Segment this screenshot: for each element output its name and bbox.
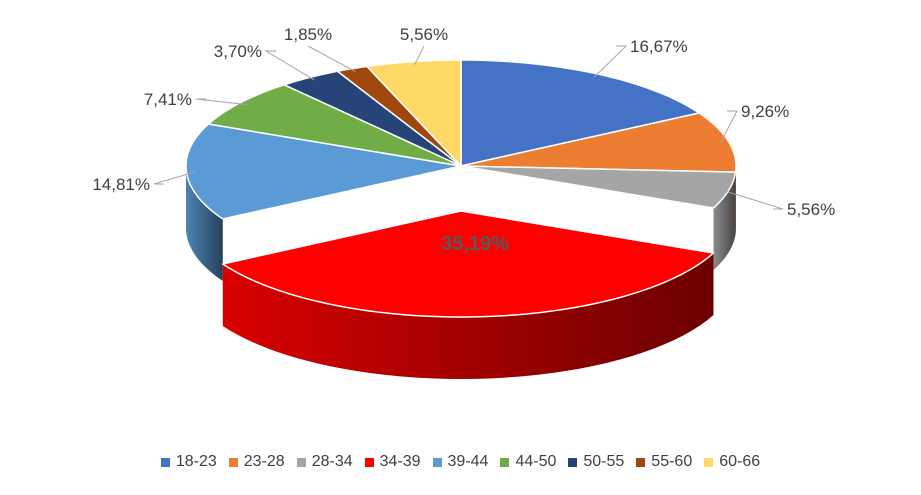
pie-slice-28-34 [460,165,737,209]
legend-swatch [160,457,170,467]
legend-item-39-44: 39-44 [432,453,489,471]
pie-wall-34-39 [222,253,714,379]
pie-slice-60-66 [366,59,462,167]
pie-wall-39-44 [186,166,223,281]
pie-slice-44-50 [207,84,462,167]
legend-swatch [500,457,510,467]
leader-line-55-60 [307,45,356,73]
data-label-39-44: 14,81% [92,175,150,194]
pie-slice-23-28 [460,112,737,173]
legend-label: 55-60 [651,453,693,470]
legend-swatch [228,457,238,467]
legend-label: 39-44 [447,453,489,470]
leader-line-23-28 [720,110,738,143]
leader-line-60-66 [414,45,425,65]
legend-item-28-34: 28-34 [296,453,353,471]
pie-wall-28-34 [713,172,736,271]
data-label-34-39: 35,19% [441,233,509,255]
legend-item-18-23: 18-23 [160,453,217,471]
pie-top-faces [185,59,737,318]
pie-side-walls [186,166,736,379]
legend-label: 23-28 [243,453,285,470]
pie-slice-34-39 [222,210,715,318]
leader-line-50-55 [264,50,315,81]
legend-swatch [704,457,714,467]
legend-swatch [432,457,442,467]
leader-line-44-50 [195,98,248,106]
pie-slice-39-44 [185,123,462,220]
data-label-44-50: 7,41% [144,90,192,109]
legend-item-50-55: 50-55 [568,453,624,471]
legend-label: 34-39 [379,453,421,470]
data-label-23-28: 9,26% [741,102,789,121]
pie-slice-55-60 [336,65,462,167]
legend-swatch [364,457,374,467]
legend-item-60-66: 60-66 [704,453,760,471]
legend-label: 50-55 [583,453,625,470]
data-label-60-66: 5,56% [400,25,448,44]
legend-label: 60-66 [719,453,761,470]
data-label-50-55: 3,70% [214,42,262,61]
legend-item-55-60: 55-60 [636,453,692,471]
data-label-28-34: 5,56% [787,200,835,219]
leader-line-18-23 [594,45,628,78]
legend-item-23-28: 23-28 [228,453,285,471]
legend-swatch [568,457,578,467]
legend-swatch [296,457,306,467]
legend-item-34-39: 34-39 [364,453,421,471]
pie-slice-18-23 [460,59,700,167]
data-label-18-23: 16,67% [630,37,688,56]
leader-line-28-34 [720,189,784,210]
legend-label: 44-50 [515,453,557,470]
leader-lines [153,45,784,210]
leader-line-39-44 [153,171,195,185]
legend-item-44-50: 44-50 [500,453,556,471]
legend-label: 18-23 [175,453,217,470]
legend: 18-23 23-28 28-34 34-39 39-44 44-50 50-55 55-60… [0,453,921,471]
legend-swatch [636,457,646,467]
data-label-55-60: 1,85% [284,25,332,44]
legend-label: 28-34 [311,453,353,470]
